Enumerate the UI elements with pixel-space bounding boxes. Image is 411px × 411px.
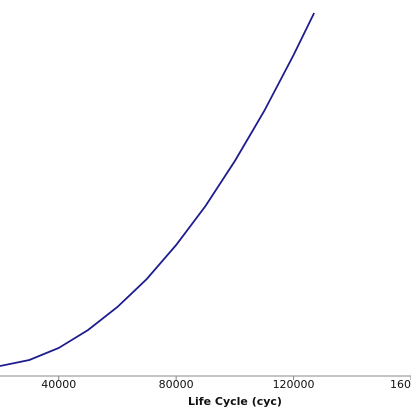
line (0, 12, 315, 367)
x-tick-label: 160000 (390, 378, 411, 391)
x-tick-label: 120000 (273, 378, 315, 391)
x-tick-label: 80000 (159, 378, 194, 391)
x-tick-label: 40000 (41, 378, 76, 391)
x-axis-label: Life Cycle (cyc) (188, 395, 282, 408)
